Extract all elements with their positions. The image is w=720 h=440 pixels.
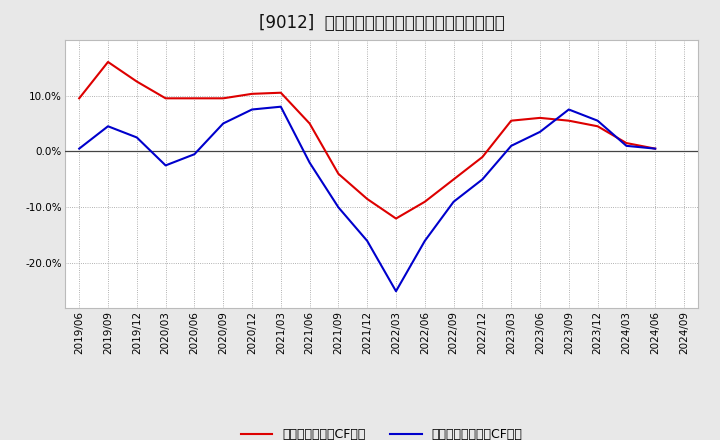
- 有利子負債フリーCF比率: [75, 146, 84, 151]
- 有利子負債フリーCF比率: [305, 160, 314, 165]
- 有利子負債営業CF比率: [507, 118, 516, 123]
- 有利子負債営業CF比率: [305, 121, 314, 126]
- 有利子負債営業CF比率: [248, 91, 256, 96]
- 有利子負債フリーCF比率: [651, 146, 660, 151]
- 有利子負債フリーCF比率: [363, 238, 372, 244]
- 有利子負債フリーCF比率: [132, 135, 141, 140]
- 有利子負債フリーCF比率: [420, 238, 429, 244]
- 有利子負債フリーCF比率: [478, 177, 487, 182]
- 有利子負債営業CF比率: [622, 140, 631, 146]
- 有利子負債フリーCF比率: [104, 124, 112, 129]
- 有利子負債営業CF比率: [651, 146, 660, 151]
- 有利子負債営業CF比率: [478, 154, 487, 160]
- Title: [9012]  有利子負債キャッシュフロー比率の推移: [9012] 有利子負債キャッシュフロー比率の推移: [258, 15, 505, 33]
- Legend: 有利子負債営業CF比率, 有利子負債フリーCF比率: 有利子負債営業CF比率, 有利子負債フリーCF比率: [240, 428, 523, 440]
- 有利子負債フリーCF比率: [593, 118, 602, 123]
- 有利子負債営業CF比率: [564, 118, 573, 123]
- 有利子負債フリーCF比率: [161, 163, 170, 168]
- 有利子負債営業CF比率: [276, 90, 285, 95]
- 有利子負債営業CF比率: [190, 95, 199, 101]
- 有利子負債フリーCF比率: [334, 205, 343, 210]
- 有利子負債フリーCF比率: [190, 152, 199, 157]
- 有利子負債フリーCF比率: [564, 107, 573, 112]
- 有利子負債フリーCF比率: [536, 129, 544, 135]
- 有利子負債営業CF比率: [449, 177, 458, 182]
- 有利子負債営業CF比率: [536, 115, 544, 121]
- 有利子負債営業CF比率: [104, 59, 112, 65]
- 有利子負債フリーCF比率: [248, 107, 256, 112]
- 有利子負債フリーCF比率: [507, 143, 516, 148]
- 有利子負債フリーCF比率: [449, 199, 458, 205]
- 有利子負債営業CF比率: [334, 171, 343, 176]
- 有利子負債営業CF比率: [392, 216, 400, 221]
- 有利子負債営業CF比率: [593, 124, 602, 129]
- 有利子負債フリーCF比率: [276, 104, 285, 109]
- 有利子負債営業CF比率: [132, 79, 141, 84]
- 有利子負債営業CF比率: [420, 199, 429, 205]
- Line: 有利子負債営業CF比率: 有利子負債営業CF比率: [79, 62, 655, 219]
- 有利子負債フリーCF比率: [392, 289, 400, 294]
- 有利子負債営業CF比率: [161, 95, 170, 101]
- 有利子負債フリーCF比率: [219, 121, 228, 126]
- Line: 有利子負債フリーCF比率: 有利子負債フリーCF比率: [79, 106, 655, 291]
- 有利子負債フリーCF比率: [622, 143, 631, 148]
- 有利子負債営業CF比率: [363, 196, 372, 202]
- 有利子負債営業CF比率: [219, 95, 228, 101]
- 有利子負債営業CF比率: [75, 95, 84, 101]
